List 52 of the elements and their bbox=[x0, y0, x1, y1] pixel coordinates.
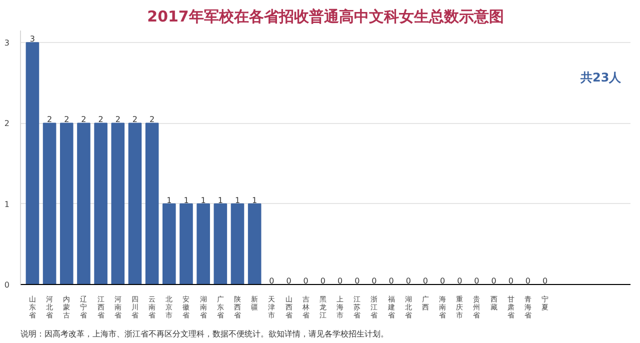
data-label: 2 bbox=[150, 115, 155, 124]
data-label: 0 bbox=[542, 276, 548, 286]
data-label: 2 bbox=[115, 115, 120, 124]
y-tick-label: 1 bbox=[4, 200, 10, 209]
bar bbox=[230, 203, 244, 284]
data-label: 1 bbox=[200, 196, 206, 205]
data-label: 1 bbox=[234, 196, 240, 205]
data-label: 0 bbox=[508, 276, 514, 286]
data-label: 1 bbox=[184, 196, 189, 205]
data-label: 1 bbox=[166, 196, 172, 205]
data-label: 0 bbox=[372, 276, 377, 286]
text: 共23人 bbox=[580, 70, 622, 84]
y-tick-label: 2 bbox=[4, 119, 10, 128]
bar bbox=[42, 122, 56, 284]
data-label: 2 bbox=[47, 115, 52, 124]
text: 说明：因高考改革，上海市、浙江省不再区分文理科，数据不便统计。欲知详情，请见各学校招生计划。 bbox=[20, 330, 388, 338]
data-label: 0 bbox=[525, 276, 531, 286]
data-label: 1 bbox=[252, 196, 258, 205]
data-label: 0 bbox=[320, 276, 326, 286]
bar bbox=[145, 122, 159, 284]
data-label: 0 bbox=[303, 276, 308, 286]
bar bbox=[26, 42, 40, 284]
data-label: 2 bbox=[132, 115, 138, 124]
data-label: 0 bbox=[286, 276, 292, 286]
bar bbox=[111, 122, 125, 284]
data-label: 0 bbox=[491, 276, 496, 286]
bar bbox=[180, 203, 193, 284]
bar bbox=[77, 122, 90, 284]
bar bbox=[94, 122, 108, 284]
data-label: 2 bbox=[81, 115, 86, 124]
data-label: 1 bbox=[218, 196, 223, 205]
data-label: 2 bbox=[64, 115, 70, 124]
data-label: 3 bbox=[30, 34, 36, 44]
data-label: 0 bbox=[422, 276, 428, 286]
data-label: 0 bbox=[337, 276, 343, 286]
bar bbox=[214, 203, 228, 284]
data-label: 0 bbox=[440, 276, 446, 286]
data-label: 0 bbox=[474, 276, 480, 286]
bar bbox=[248, 203, 262, 284]
data-label: 0 bbox=[457, 276, 462, 286]
y-tick-label: 0 bbox=[4, 280, 10, 290]
bar bbox=[60, 122, 74, 284]
bar bbox=[196, 203, 210, 284]
data-label: 2 bbox=[98, 115, 104, 124]
data-label: 0 bbox=[354, 276, 360, 286]
data-label: 0 bbox=[269, 276, 274, 286]
bar bbox=[128, 122, 142, 284]
data-label: 0 bbox=[406, 276, 411, 286]
y-tick-label: 3 bbox=[4, 38, 10, 48]
chart-title: 2017年军校在各省招收普通高中文科女生总数示意图 bbox=[147, 8, 504, 26]
bar bbox=[162, 203, 176, 284]
data-label: 0 bbox=[388, 276, 394, 286]
